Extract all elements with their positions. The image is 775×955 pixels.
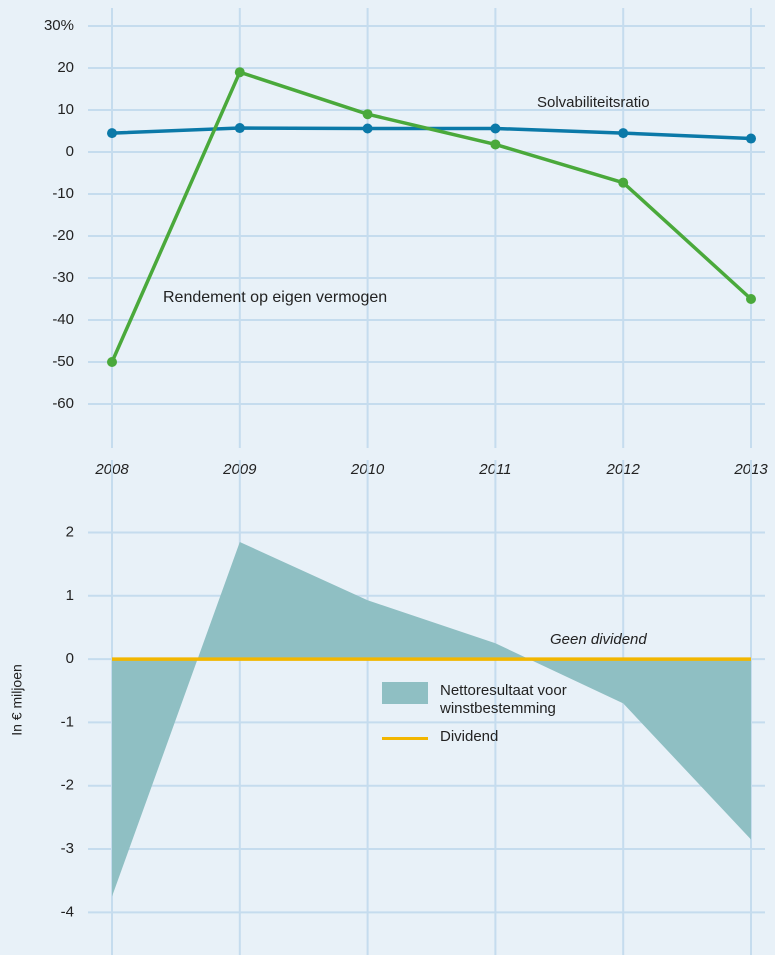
point — [618, 177, 629, 188]
y-tick-label: 0 — [66, 143, 74, 160]
y-tick-label: 30% — [44, 17, 74, 34]
legend-label: Dividend — [440, 728, 499, 745]
y-tick-label: -30 — [52, 269, 74, 286]
y-tick-label: 10 — [57, 101, 74, 118]
point — [490, 139, 501, 150]
point — [490, 123, 501, 134]
y-tick-label: -4 — [61, 903, 74, 920]
point — [234, 67, 245, 78]
legend-label: Nettoresultaat voor winstbestemming — [440, 682, 567, 717]
series-line — [110, 70, 753, 363]
y-tick-label: -20 — [52, 227, 74, 244]
point — [107, 357, 117, 367]
series-label: Rendement op eigen vermogen — [163, 289, 387, 306]
legend-swatch — [382, 682, 428, 704]
legend-item: Nettoresultaat voor winstbestemming — [382, 682, 712, 718]
legend-item: Dividend — [382, 728, 712, 746]
y-tick-label: -2 — [61, 777, 74, 794]
y-tick-label: 2 — [66, 523, 74, 540]
legend: Nettoresultaat voor winstbestemming Divid… — [382, 682, 712, 756]
y-tick-label: -10 — [52, 185, 74, 202]
y-tick-label: -3 — [61, 840, 74, 857]
point — [618, 128, 629, 139]
point — [107, 128, 117, 139]
y-tick-label: -1 — [61, 713, 74, 730]
y-tick-label: -50 — [52, 353, 74, 370]
area — [112, 541, 751, 897]
annotation: Geen dividend — [550, 631, 647, 648]
y-tick-label: 20 — [57, 59, 74, 76]
point — [234, 123, 245, 134]
y-tick-label: 1 — [66, 587, 74, 604]
series-label: Solvabiliteitsratio — [537, 94, 650, 111]
point — [362, 123, 373, 134]
point — [746, 294, 756, 304]
y-axis-label: In € miljoen — [9, 664, 25, 736]
legend-swatch — [382, 737, 428, 740]
y-tick-label: -40 — [52, 311, 74, 328]
point — [746, 133, 756, 144]
y-tick-label: 0 — [66, 650, 74, 667]
y-tick-label: -60 — [52, 395, 74, 412]
point — [362, 109, 373, 120]
